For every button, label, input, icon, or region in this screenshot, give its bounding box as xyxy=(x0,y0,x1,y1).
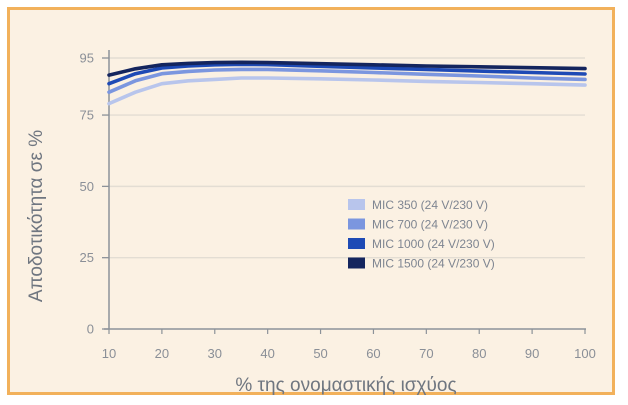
legend-label-0: MIC 350 (24 V/230 V) xyxy=(372,198,488,212)
y-tick-label-2: 50 xyxy=(80,179,94,194)
legend-swatch-1 xyxy=(348,218,365,230)
legend-swatch-0 xyxy=(348,199,365,210)
x-tick-label-4: 50 xyxy=(313,346,327,361)
y-axis-title: Αποδοτικότητα σε % xyxy=(26,130,47,302)
x-axis-title: % της ονομαστικής ισχύος xyxy=(235,375,456,396)
legend-swatch-3 xyxy=(348,257,365,269)
legend: MIC 350 (24 V/230 V) MIC 700 (24 V/230 V)… xyxy=(348,198,495,271)
tick-labels: 0 25 50 75 95 10 20 30 40 50 60 70 80 90 100 xyxy=(80,51,596,362)
legend-swatch-2 xyxy=(348,238,365,249)
legend-label-2: MIC 1000 (24 V/230 V) xyxy=(372,237,495,251)
y-tick-label-4: 95 xyxy=(80,51,94,66)
y-tick-label-0: 0 xyxy=(87,322,94,337)
legend-label-3: MIC 1500 (24 V/230 V) xyxy=(372,257,495,271)
x-tick-label-9: 100 xyxy=(574,346,596,361)
series-line-3 xyxy=(107,60,587,77)
x-tick-label-5: 60 xyxy=(366,346,380,361)
x-tick-label-2: 30 xyxy=(208,346,222,361)
x-tick-label-8: 90 xyxy=(525,346,539,361)
series-line-0 xyxy=(107,76,587,106)
y-tick-label-3: 75 xyxy=(80,108,94,123)
series-line-1 xyxy=(107,67,587,94)
y-tick-label-1: 25 xyxy=(80,250,94,265)
axes xyxy=(104,50,586,330)
x-tick-label-3: 40 xyxy=(260,346,274,361)
series-lines xyxy=(107,60,587,106)
legend-label-1: MIC 700 (24 V/230 V) xyxy=(372,218,488,232)
x-tick-label-7: 80 xyxy=(472,346,486,361)
x-tick-label-1: 20 xyxy=(155,346,169,361)
x-tick-label-0: 10 xyxy=(102,346,116,361)
grid-lines xyxy=(109,57,585,259)
series-line-2 xyxy=(107,62,587,86)
x-tick-label-6: 70 xyxy=(419,346,433,361)
